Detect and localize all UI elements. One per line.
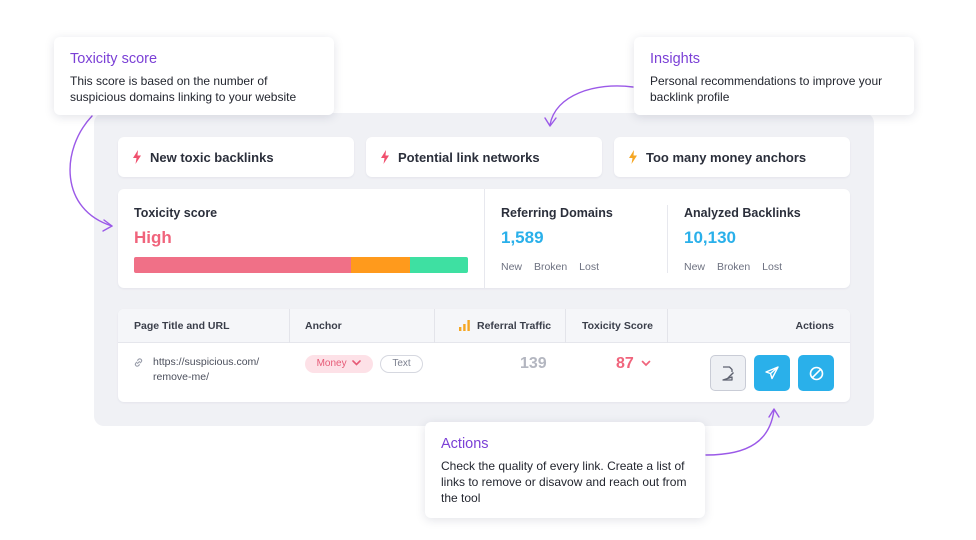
toxicity-score-callout: Toxicity score This score is based on th… [54, 37, 334, 115]
toxicity-callout-arrow [70, 116, 112, 226]
callout-title: Insights [650, 51, 898, 67]
insights-callout-arrow [550, 86, 633, 125]
callout-text: Personal recommendations to improve your… [650, 73, 898, 105]
callout-text: Check the quality of every link. Create … [441, 458, 689, 506]
callout-title: Actions [441, 436, 689, 452]
insights-callout: Insights Personal recommendations to imp… [634, 37, 914, 115]
actions-callout: Actions Check the quality of every link.… [425, 422, 705, 518]
callout-text: This score is based on the number of sus… [70, 73, 318, 105]
actions-callout-arrow [706, 410, 774, 455]
callout-title: Toxicity score [70, 51, 318, 67]
